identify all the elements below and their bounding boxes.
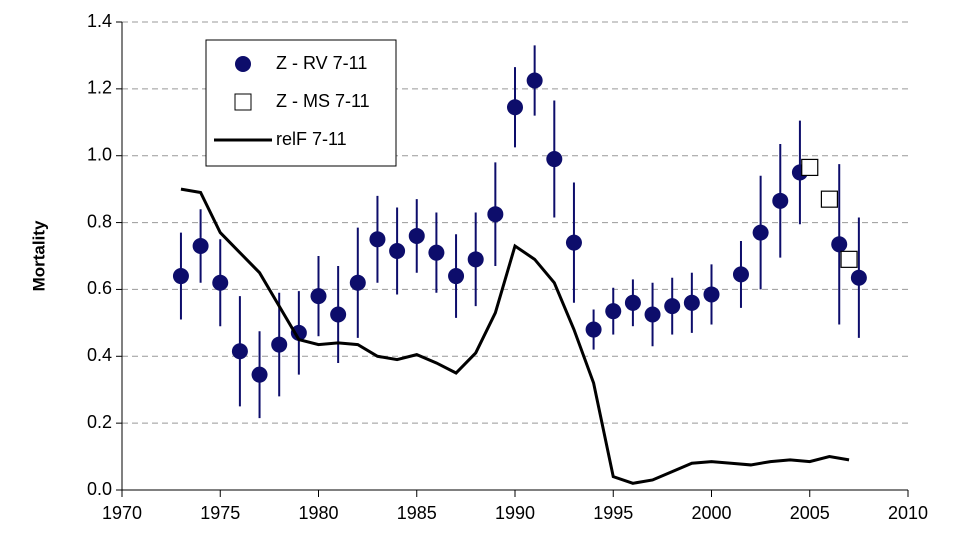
point — [448, 268, 465, 285]
y-axis-label: Mortality — [29, 220, 48, 291]
point — [565, 234, 582, 251]
point — [850, 269, 867, 286]
x-tick-label: 1980 — [298, 503, 338, 523]
legend-marker — [235, 56, 251, 72]
point — [585, 321, 602, 338]
point — [428, 244, 445, 261]
x-tick-label: 1970 — [102, 503, 142, 523]
y-tick-label: 1.0 — [87, 144, 112, 164]
x-tick-label: 2000 — [691, 503, 731, 523]
point — [526, 72, 543, 89]
square-point — [820, 190, 839, 208]
point — [507, 99, 523, 116]
point — [703, 286, 720, 303]
point — [192, 237, 209, 254]
x-tick-label: 2010 — [888, 503, 928, 523]
point — [605, 303, 622, 320]
point — [664, 298, 681, 315]
point — [271, 336, 288, 353]
legend-marker — [234, 93, 252, 111]
point — [172, 268, 189, 285]
x-tick-label: 1990 — [495, 503, 535, 523]
point — [752, 224, 769, 241]
point — [310, 288, 327, 305]
point — [290, 324, 307, 341]
y-tick-label: 0.2 — [87, 412, 112, 432]
legend-label: Z - MS 7-11 — [276, 91, 370, 111]
point — [831, 236, 848, 253]
legend-label: relF 7-11 — [276, 129, 347, 149]
point — [369, 231, 386, 248]
point — [644, 306, 661, 323]
point — [624, 294, 641, 311]
y-tick-label: 0.0 — [87, 479, 112, 499]
square-point — [840, 250, 858, 268]
point — [772, 192, 789, 209]
y-tick-label: 0.6 — [87, 278, 112, 298]
x-tick-label: 1985 — [397, 503, 437, 523]
point — [546, 151, 563, 168]
point — [349, 274, 366, 291]
legend-label: Z - RV 7-11 — [276, 53, 367, 73]
square-point — [801, 158, 819, 177]
point — [330, 306, 347, 323]
y-tick-label: 0.8 — [87, 211, 112, 231]
point — [389, 242, 406, 259]
line — [180, 187, 850, 485]
point — [408, 227, 425, 244]
point — [467, 251, 484, 268]
point — [683, 294, 700, 311]
point — [732, 266, 749, 283]
y-tick-label: 1.4 — [87, 11, 112, 31]
x-tick-label: 1975 — [200, 503, 240, 523]
y-tick-label: 0.4 — [87, 345, 112, 365]
point — [487, 206, 504, 223]
point — [231, 343, 248, 360]
point — [212, 274, 229, 291]
x-tick-label: 2005 — [790, 503, 830, 523]
x-tick-label: 1995 — [593, 503, 633, 523]
y-tick-label: 1.2 — [87, 78, 112, 98]
point — [251, 366, 268, 383]
